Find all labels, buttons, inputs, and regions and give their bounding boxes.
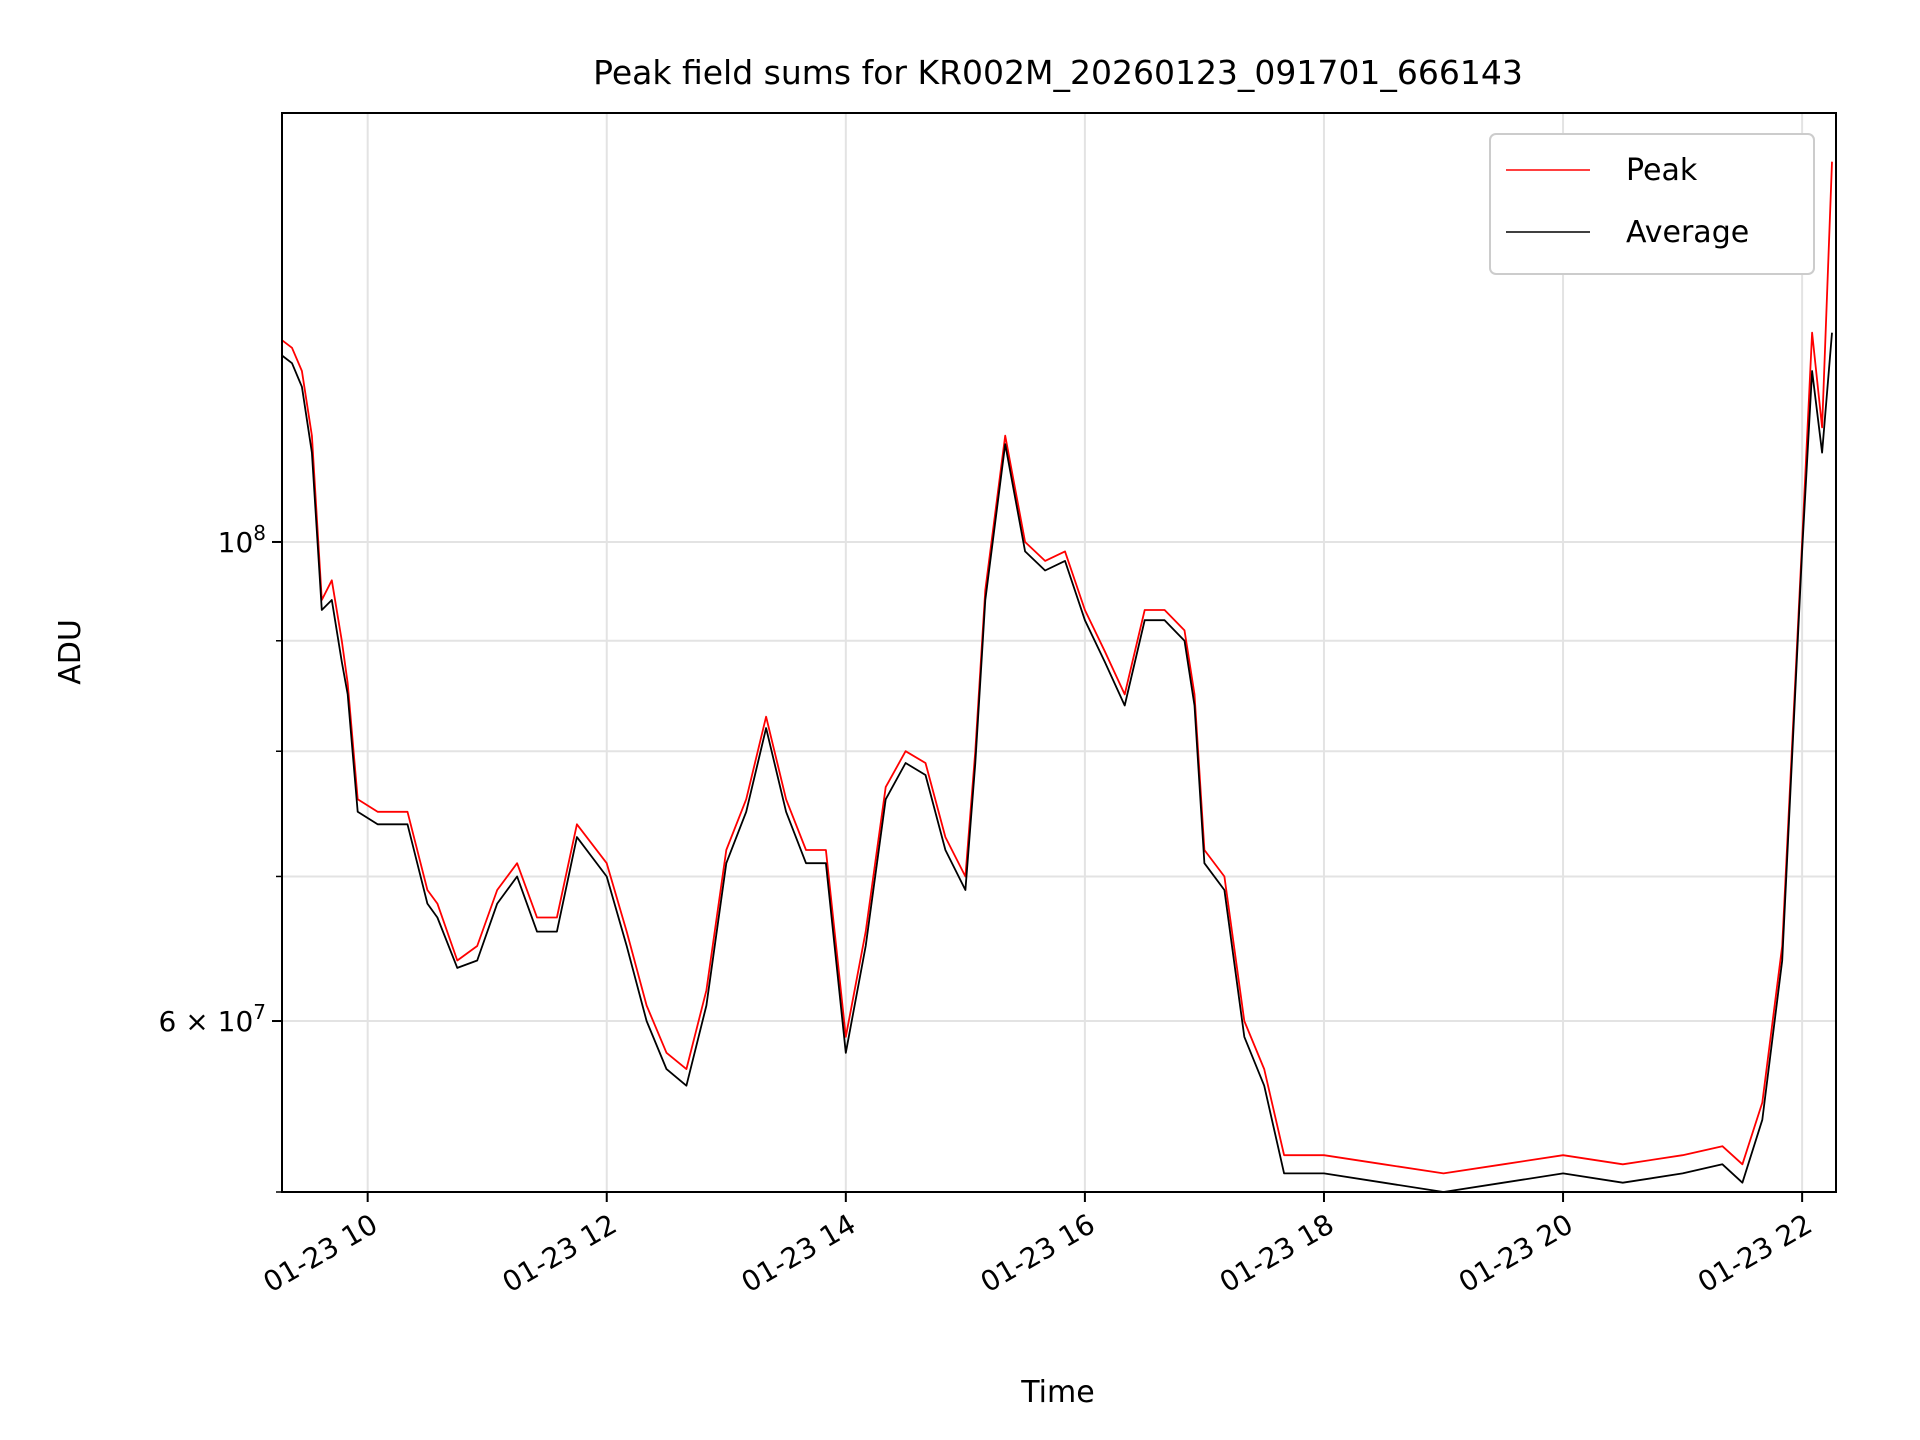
legend-peak-label: Peak: [1626, 153, 1698, 188]
series-lines: [281, 161, 1833, 1193]
series-line-average: [281, 332, 1833, 1193]
legend-average-label: Average: [1626, 215, 1749, 250]
x-axis-label: Time: [1020, 1375, 1094, 1410]
y-axis-label: ADU: [53, 619, 88, 685]
plot-frame: [281, 112, 1837, 1193]
y-tick-label: 6 × 107: [159, 1000, 266, 1038]
series-line-peak: [281, 161, 1833, 1175]
legend-box: [1489, 133, 1815, 275]
legend: Peak Average: [1489, 133, 1815, 275]
y-tick-label: 108: [218, 521, 266, 559]
chart-title: Peak field sums for KR002M_20260123_0917…: [593, 53, 1523, 92]
